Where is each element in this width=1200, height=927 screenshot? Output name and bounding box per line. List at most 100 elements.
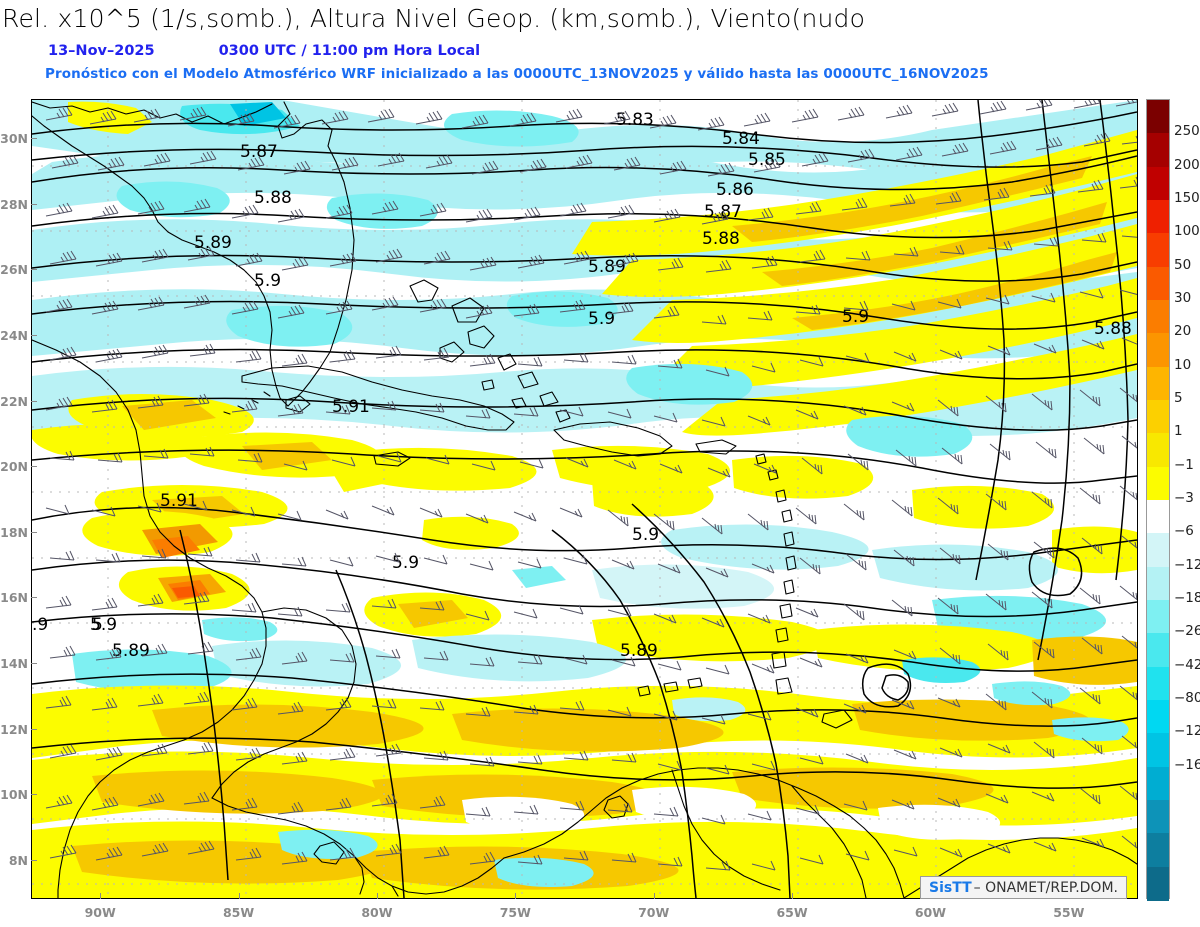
- forecast-time: 0300 UTC / 11:00 pm Hora Local: [218, 43, 481, 59]
- colorbar-band: [1147, 833, 1169, 868]
- latitude-tick-mark: [31, 662, 37, 664]
- colorbar-band: [1147, 266, 1169, 301]
- contour-label: 5.9: [842, 307, 869, 327]
- contour-label: 5.87: [240, 142, 278, 162]
- colorbar-tick-label: −80: [1174, 690, 1200, 706]
- latitude-tick-label: 14N: [0, 655, 28, 671]
- sistt-brand: SisTT: [929, 879, 972, 896]
- map-plot-area[interactable]: 5.83 5.84 5.85 5.86 5.87 5.87 5.88 5.88 …: [31, 99, 1138, 899]
- colorbar-tick-label: 100: [1174, 223, 1200, 240]
- contour-label: 5.9: [254, 271, 281, 291]
- longitude-tick-label: 55W: [1053, 905, 1085, 920]
- colorbar-band: [1147, 700, 1169, 734]
- contour-label: 5.88: [254, 188, 292, 208]
- contour-label: 5.9: [588, 309, 615, 329]
- coastline-layer: [32, 101, 1137, 898]
- colorbar-tick-label: 10: [1174, 356, 1192, 373]
- longitude-tick-mark: [792, 893, 794, 899]
- colorbar-tick-label: 150: [1174, 190, 1200, 206]
- contour-label: 5.83: [616, 110, 654, 130]
- geopotential-contour-layer: [32, 100, 1137, 898]
- latitude-tick-mark: [31, 597, 37, 599]
- latitude-tick-label: 26N: [0, 262, 28, 278]
- page-title: Rel. x10^5 (1/s,somb.), Altura Nivel Geo…: [2, 4, 866, 33]
- colorbar-band: [1147, 200, 1169, 234]
- contour-label: 5.89: [588, 257, 626, 277]
- longitude-tick-mark: [100, 893, 102, 899]
- latitude-tick-mark: [31, 400, 37, 402]
- latitude-tick-mark: [31, 269, 37, 271]
- latitude-tick-label: 20N: [0, 459, 28, 475]
- colorbar-band: [1147, 866, 1169, 901]
- contour-label: 5.89: [620, 641, 658, 661]
- colorbar[interactable]: [1146, 99, 1170, 901]
- colorbar-tick-label: 30: [1174, 290, 1192, 306]
- longitude-tick-mark: [376, 893, 378, 899]
- colorbar-tick-label: −42: [1174, 656, 1200, 673]
- colorbar-band: [1147, 800, 1169, 834]
- latitude-tick-label: 30N: [0, 131, 28, 147]
- map-canvas: 5.83 5.84 5.85 5.86 5.87 5.87 5.88 5.88 …: [32, 100, 1137, 898]
- latitude-tick-mark: [31, 531, 37, 533]
- longitude-tick-mark: [515, 893, 517, 899]
- longitude-tick-mark: [653, 893, 655, 899]
- latitude-tick-mark: [31, 794, 37, 796]
- colorbar-tick-label: 1: [1174, 423, 1183, 440]
- colorbar-tick-label: −12: [1174, 556, 1200, 573]
- colorbar-band: [1147, 766, 1169, 801]
- contour-label: 5.88: [702, 229, 740, 249]
- vorticity-shading-layer: [32, 100, 1137, 898]
- colorbar-tick-label: −120: [1174, 723, 1200, 740]
- colorbar-tick-label: 20: [1174, 323, 1192, 340]
- longitude-tick-label: 60W: [914, 905, 947, 920]
- model-run-info: Pronóstico con el Modelo Atmosférico WRF…: [45, 66, 989, 82]
- attribution-badge: SisTT – ONAMET/REP.DOM.: [920, 876, 1127, 899]
- contour-label: 5.9: [392, 553, 419, 573]
- colorbar-band: [1147, 133, 1169, 168]
- latitude-tick-mark: [31, 728, 37, 730]
- colorbar-band: [1147, 633, 1169, 668]
- longitude-tick-label: 85W: [222, 905, 255, 920]
- longitude-tick-label: 90W: [84, 905, 116, 920]
- contour-label: 5.88: [1094, 319, 1132, 339]
- colorbar-tick-label: −26: [1174, 623, 1200, 640]
- contour-label: 5.86: [716, 180, 754, 200]
- colorbar-band: [1147, 233, 1169, 268]
- latitude-tick-mark: [31, 466, 37, 468]
- contour-label: 5.91: [160, 491, 198, 511]
- contour-label: 5.9: [90, 615, 117, 635]
- attribution-text: – ONAMET/REP.DOM.: [973, 879, 1118, 896]
- contour-label: 5.9: [632, 525, 659, 545]
- colorbar-tick-label: −18: [1174, 590, 1200, 606]
- colorbar-band: [1147, 100, 1169, 134]
- colorbar-band: [1147, 466, 1169, 501]
- colorbar-band: [1147, 433, 1169, 468]
- contour-label: 5.91: [332, 397, 370, 417]
- colorbar-tick-label: −3: [1174, 490, 1194, 506]
- latitude-tick-mark: [31, 335, 37, 337]
- colorbar-tick-label: 200: [1174, 156, 1200, 173]
- colorbar-band: [1147, 733, 1169, 768]
- latitude-tick-mark: [31, 859, 37, 861]
- colorbar-band: [1147, 300, 1169, 334]
- colorbar-tick-label: 250: [1174, 123, 1200, 140]
- colorbar-tick-label: −1: [1174, 456, 1194, 473]
- longitude-tick-mark: [238, 893, 240, 899]
- longitude-tick-label: 75W: [499, 905, 531, 920]
- latitude-tick-mark: [31, 203, 37, 205]
- colorbar-tick-label: 50: [1174, 256, 1192, 273]
- contour-label: 5.84: [722, 129, 760, 149]
- colorbar-band: [1147, 400, 1169, 434]
- colorbar-tick-label: −160: [1174, 756, 1200, 773]
- colorbar-tick-label: 5: [1174, 390, 1183, 406]
- latitude-tick-label: 10N: [0, 787, 28, 803]
- latitude-tick-label: 12N: [0, 721, 28, 737]
- colorbar-band: [1147, 500, 1169, 534]
- latitude-tick-label: 8N: [8, 852, 28, 868]
- contour-label: 5.89: [112, 641, 150, 661]
- colorbar-band: [1147, 333, 1169, 368]
- forecast-datetime: 13–Nov–2025 0300 UTC / 11:00 pm Hora Loca…: [48, 43, 480, 59]
- colorbar-band: [1147, 666, 1169, 701]
- colorbar-band: [1147, 566, 1169, 601]
- longitude-tick-label: 80W: [361, 905, 393, 920]
